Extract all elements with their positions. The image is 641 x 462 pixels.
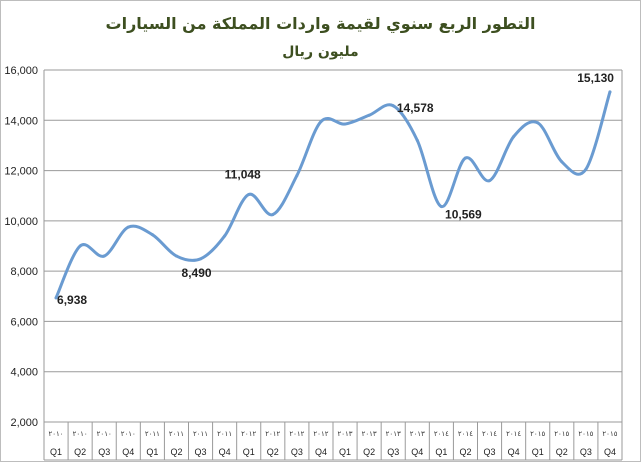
x-tick-year: ٢٠١٠ [121, 430, 136, 438]
x-tick-year: ٢٠١١ [145, 430, 160, 438]
x-tick-year: ٢٠١٤ [482, 430, 497, 438]
x-tick-quarter: Q4 [315, 447, 327, 457]
x-tick-year: ٢٠١٠ [73, 430, 88, 438]
y-tick-label: 6,000 [10, 316, 38, 328]
data-label: 10,569 [445, 208, 482, 222]
x-tick-year: ٢٠١٣ [362, 430, 377, 438]
series-line [54, 90, 612, 300]
x-tick-quarter: Q2 [170, 447, 182, 457]
data-point [126, 225, 130, 229]
data-label: 14,578 [397, 101, 434, 115]
x-tick-quarter: Q3 [484, 447, 496, 457]
x-tick-year: ٢٠١١ [169, 430, 184, 438]
x-tick-quarter: Q2 [363, 447, 375, 457]
x-tick-year: ٢٠١٣ [410, 430, 425, 438]
x-tick-quarter: Q3 [291, 447, 303, 457]
x-tick-quarter: Q4 [411, 447, 423, 457]
data-point [463, 156, 467, 160]
x-tick-year: ٢٠١٤ [506, 430, 521, 438]
x-tick-year: ٢٠١٢ [313, 430, 328, 438]
data-point [343, 122, 347, 126]
data-point [319, 120, 323, 124]
x-tick-year: ٢٠١٥ [602, 430, 617, 438]
x-tick-quarter: Q3 [580, 447, 592, 457]
x-tick-quarter: Q3 [195, 447, 207, 457]
x-tick-year: ٢٠١١ [217, 430, 232, 438]
x-tick-quarter: Q1 [146, 447, 158, 457]
x-tick-quarter: Q4 [219, 447, 231, 457]
data-point [608, 90, 612, 94]
data-point [367, 113, 371, 117]
y-tick-label: 16,000 [4, 65, 38, 77]
y-tick-label: 2,000 [10, 417, 38, 429]
y-tick-label: 14,000 [4, 115, 38, 127]
x-tick-quarter: Q3 [387, 447, 399, 457]
x-tick-quarter: Q2 [74, 447, 86, 457]
data-label: 8,490 [182, 266, 212, 280]
x-tick-year: ٢٠١٠ [97, 430, 112, 438]
data-point [223, 234, 227, 238]
y-tick-label: 4,000 [10, 367, 38, 379]
x-tick-year: ٢٠١٣ [338, 430, 353, 438]
x-tick-quarter: Q3 [98, 447, 110, 457]
data-point [102, 254, 106, 258]
data-point [560, 160, 564, 164]
x-tick-quarter: Q4 [122, 447, 134, 457]
x-tick-year: ٢٠١٣ [386, 430, 401, 438]
x-tick-year: ٢٠١١ [193, 430, 208, 438]
data-point [271, 213, 275, 217]
x-tick-year: ٢٠١٠ [49, 430, 64, 438]
data-label: 15,130 [577, 71, 614, 85]
data-point [415, 138, 419, 142]
data-point [584, 167, 588, 171]
y-tick-label: 12,000 [4, 166, 38, 178]
data-point [512, 135, 516, 139]
x-tick-quarter: Q1 [532, 447, 544, 457]
y-tick-label: 10,000 [4, 216, 38, 228]
x-tick-quarter: Q2 [267, 447, 279, 457]
x-tick-quarter: Q1 [50, 447, 62, 457]
data-point [439, 205, 443, 209]
x-tick-quarter: Q4 [508, 447, 520, 457]
data-point [150, 233, 154, 237]
x-tick-year: ٢٠١٥ [530, 430, 545, 438]
data-point [199, 257, 203, 261]
x-tick-quarter: Q4 [604, 447, 616, 457]
y-tick-label: 8,000 [10, 266, 38, 278]
x-tick-year: ٢٠١٥ [578, 430, 593, 438]
data-label: 11,048 [225, 168, 261, 182]
data-point [78, 244, 82, 248]
x-tick-quarter: Q1 [435, 447, 447, 457]
chart-title: التطور الربع سنوي لقيمة واردات المملكة م… [105, 14, 536, 33]
x-tick-year: ٢٠١٢ [265, 430, 280, 438]
data-point [295, 174, 299, 178]
data-point [174, 254, 178, 258]
data-point [488, 179, 492, 183]
x-tick-quarter: Q2 [459, 447, 471, 457]
x-tick-quarter: Q1 [243, 447, 255, 457]
x-tick-year: ٢٠١٥ [554, 430, 569, 438]
data-point [247, 193, 251, 197]
data-point [54, 296, 58, 300]
x-tick-year: ٢٠١٢ [241, 430, 256, 438]
chart-subtitle: مليون ريال [282, 44, 359, 60]
x-tick-quarter: Q1 [339, 447, 351, 457]
data-point [391, 104, 395, 108]
data-label: 6,938 [57, 293, 87, 307]
data-point [536, 121, 540, 125]
x-tick-year: ٢٠١٤ [458, 430, 473, 438]
x-tick-quarter: Q2 [556, 447, 568, 457]
x-tick-year: ٢٠١٤ [434, 430, 449, 438]
x-tick-year: ٢٠١٢ [289, 430, 304, 438]
